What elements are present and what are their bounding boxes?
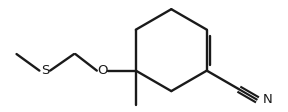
- Text: N: N: [262, 93, 272, 106]
- Text: O: O: [97, 64, 108, 77]
- Text: S: S: [41, 64, 50, 77]
